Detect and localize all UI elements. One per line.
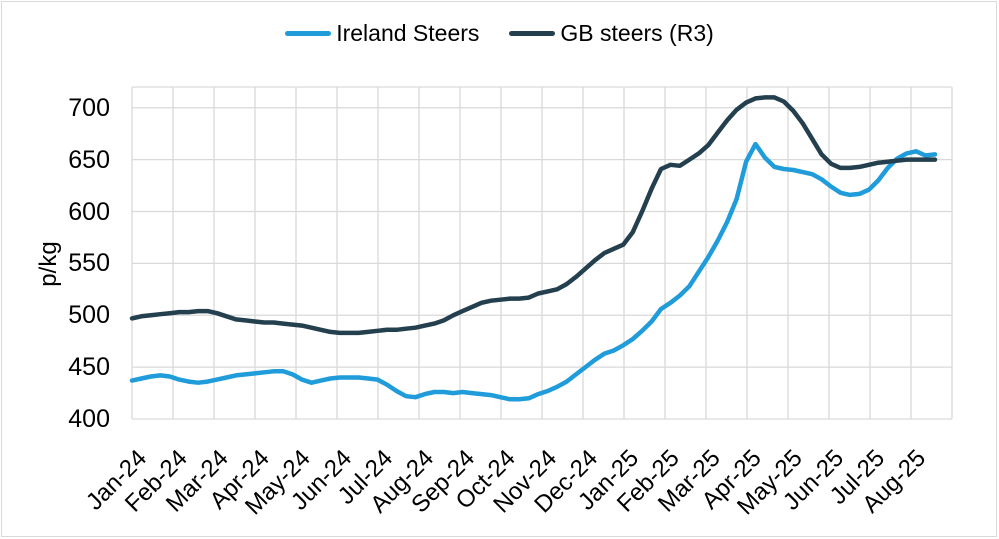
series-line-ireland-steers bbox=[129, 141, 938, 402]
y-tick-label: 400 bbox=[68, 405, 110, 433]
legend-line-swatch-gb bbox=[509, 31, 556, 36]
legend-item-gb-steers: GB steers (R3) bbox=[509, 20, 714, 46]
y-tick-label: 600 bbox=[68, 197, 110, 226]
y-tick-label: 550 bbox=[68, 249, 110, 278]
y-tick-label: 500 bbox=[68, 301, 110, 330]
legend-item-ireland-steers: Ireland Steers bbox=[285, 22, 479, 45]
y-tick-label: 650 bbox=[68, 145, 110, 174]
chart-legend: Ireland Steers GB steers (R3) bbox=[0, 22, 999, 45]
legend-label-gb: GB steers (R3) bbox=[560, 20, 714, 46]
series-line-gb-steers-r3 bbox=[129, 95, 938, 336]
legend-label-ireland: Ireland Steers bbox=[336, 20, 480, 46]
y-tick-label: 700 bbox=[68, 93, 110, 122]
y-tick-label: 450 bbox=[68, 353, 110, 382]
legend-line-swatch-ireland bbox=[285, 31, 332, 36]
